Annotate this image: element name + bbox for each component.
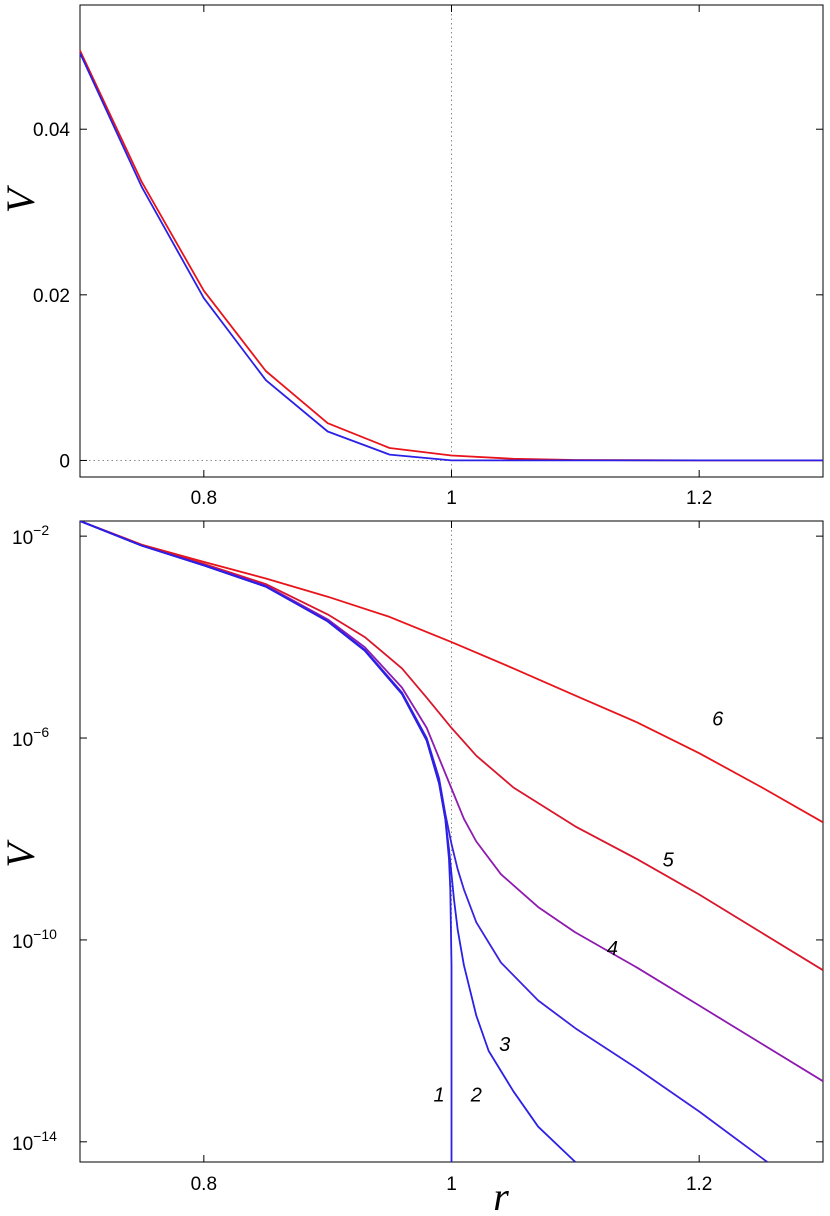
- x-tick-label: 1: [446, 488, 457, 509]
- x-tick-label: 0.8: [191, 1174, 217, 1195]
- x-tick-label: 1.2: [686, 1174, 712, 1195]
- series-line: [80, 521, 768, 1162]
- x-tick-label: 1: [446, 1174, 457, 1195]
- y-axis-label: V: [0, 184, 43, 213]
- y-tick-label: 10−6: [12, 724, 49, 751]
- series-label: 4: [607, 938, 618, 960]
- series-line: [80, 521, 823, 971]
- top-panel: 0.8 1 1.2 0 0.02 0.04 V: [0, 4, 824, 509]
- y-tick-label: 0.04: [33, 120, 70, 141]
- series-group: [80, 521, 823, 1162]
- y-tick-label: 0.02: [33, 286, 70, 307]
- series-label: 2: [470, 1084, 482, 1106]
- series-line: [80, 521, 453, 1162]
- y-tick-label: 0: [59, 451, 70, 472]
- y-tick-label: 10−2: [12, 522, 49, 549]
- bottom-panel: 0.8 1 1.2 10−2 10−6 10−10 10−14 Vr 6 5 4 3 2 1: [0, 520, 824, 1216]
- series-line: [80, 521, 823, 1082]
- x-axis-label: r: [493, 1174, 509, 1216]
- y-axis-label: V: [0, 839, 43, 868]
- series-label: 5: [663, 850, 675, 872]
- series-line: [80, 521, 823, 824]
- x-tick-label: 0.8: [191, 488, 217, 509]
- x-tick-label: 1.2: [686, 488, 712, 509]
- series-label: 3: [499, 1034, 510, 1056]
- y-tick-label: 10−14: [12, 1128, 57, 1155]
- series-label: 6: [712, 708, 724, 730]
- series-line: [80, 521, 576, 1162]
- series-line: [79, 52, 823, 462]
- y-tick-label: 10−10: [12, 926, 57, 953]
- series-line: [79, 50, 823, 462]
- series-label: 1: [434, 1084, 445, 1106]
